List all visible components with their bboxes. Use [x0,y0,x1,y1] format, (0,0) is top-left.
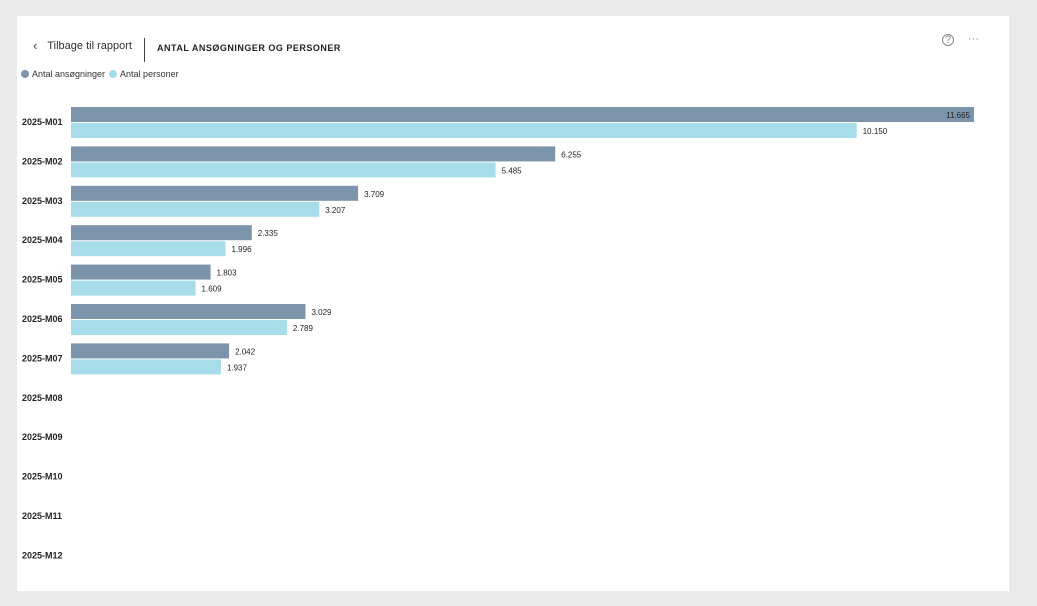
data-label: 3.709 [364,190,385,199]
data-label: 11.665 [946,111,970,120]
category-label: 2025-M12 [22,550,63,560]
data-label: 2.789 [293,324,314,333]
data-label: 1.937 [227,363,248,372]
category-label: 2025-M01 [22,117,63,127]
data-label: 1.609 [202,285,223,294]
bar-applications[interactable] [71,225,252,241]
page-title: ANTAL ANSØGNINGER OG PERSONER [157,43,341,53]
category-label: 2025-M04 [22,235,63,245]
data-label: 10.150 [863,127,888,136]
data-label: 3.029 [311,308,332,317]
question-circle-icon[interactable]: ? [942,34,954,46]
back-label: Tilbage til rapport [47,39,132,52]
bar-chart: 2025-M01 11.665 10.150 2025-M02 6.255 5.485 20… [22,107,974,560]
bar-applications[interactable] [71,185,359,201]
bar-applications[interactable] [71,146,556,162]
bar-persons[interactable] [71,280,196,296]
category-label: 2025-M08 [22,393,63,403]
legend-dot-persons [109,70,118,78]
bar-persons[interactable] [71,359,221,375]
visual-header-icons: ? ··· [942,34,979,46]
category-label: 2025-M03 [22,196,63,206]
category-label: 2025-M05 [22,275,63,285]
category-label: 2025-M11 [22,511,62,521]
data-label: 5.485 [502,166,523,175]
bar-persons[interactable] [71,320,287,335]
data-label: 3.207 [325,206,346,215]
bar-applications[interactable] [71,304,306,319]
category-label: 2025-M07 [22,353,63,363]
legend-dot-applications [21,70,29,78]
category-label: 2025-M09 [22,432,63,442]
category-label: 2025-M10 [22,472,63,482]
bar-applications[interactable] [71,264,211,280]
more-options-icon[interactable]: ··· [968,33,979,45]
legend-item-applications[interactable]: Antal ansøgninger [21,69,105,79]
data-label: 6.255 [561,150,582,159]
data-label: 1.803 [217,269,238,278]
header-divider [144,38,145,62]
bar-applications[interactable] [71,107,974,122]
chevron-left-icon: ‹ [33,38,38,53]
chart-legend: Antal ansøgninger Antal personer [21,69,179,79]
bar-persons[interactable] [71,162,496,178]
legend-label-persons: Antal personer [120,69,179,79]
legend-label-applications: Antal ansøgninger [32,69,106,79]
bar-applications[interactable] [71,343,230,359]
bar-persons[interactable] [71,241,226,257]
category-label: 2025-M06 [22,314,63,324]
bar-persons[interactable] [71,123,857,138]
report-canvas: ? ··· ‹ Tilbage til rapport ANTAL ANSØGN… [17,16,1009,591]
legend-item-persons[interactable]: Antal personer [109,69,179,79]
back-to-report-button[interactable]: ‹ Tilbage til rapport [33,38,132,53]
bar-persons[interactable] [71,201,320,217]
data-label: 2.042 [235,347,256,356]
category-label: 2025-M02 [22,156,63,166]
data-label: 2.335 [258,229,279,238]
data-label: 1.996 [232,245,253,254]
